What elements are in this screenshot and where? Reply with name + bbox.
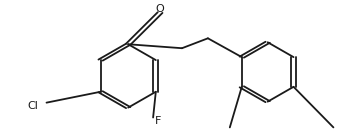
Text: O: O [156, 4, 165, 14]
Text: Cl: Cl [27, 101, 38, 111]
Text: F: F [155, 116, 161, 126]
